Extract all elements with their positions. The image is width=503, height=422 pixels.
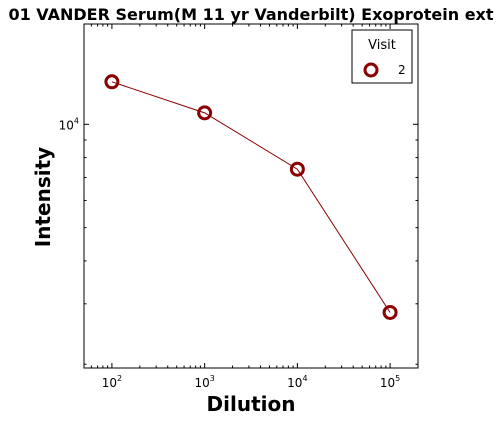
plot-frame — [83, 23, 419, 369]
data-point — [382, 304, 398, 320]
y-axis-label: Intensity — [31, 147, 55, 247]
chart-title: 01 VANDER Serum(M 11 yr Vanderbilt) Exop… — [8, 5, 493, 24]
data-point — [104, 74, 120, 90]
data-point — [197, 105, 213, 121]
legend-entry-label: 2 — [398, 63, 406, 77]
legend-box — [351, 29, 413, 84]
data-point — [289, 161, 305, 177]
x-tick-label: 104 — [287, 374, 307, 390]
plot-area: 102 103 104 105 104 — [59, 23, 419, 390]
x-tick-label: 105 — [380, 374, 400, 390]
x-axis-label: Dilution — [207, 392, 296, 416]
x-tick-label: 103 — [194, 374, 214, 390]
series-line — [111, 81, 391, 313]
legend-title: Visit — [368, 38, 396, 53]
y-tick-label: 104 — [59, 116, 79, 132]
x-tick-label: 102 — [102, 374, 122, 390]
legend-marker — [363, 62, 379, 78]
